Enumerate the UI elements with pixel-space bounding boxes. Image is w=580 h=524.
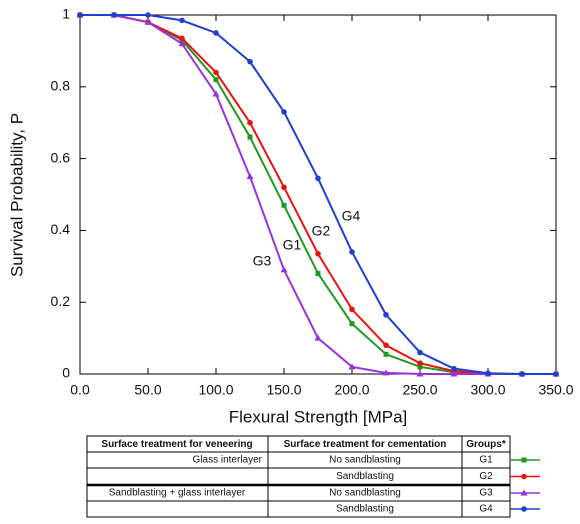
table-header: Surface treatment for veneering (101, 439, 252, 450)
y-tick-label: 0.2 (51, 293, 71, 309)
y-tick-label: 0 (62, 365, 70, 381)
marker (314, 334, 322, 341)
marker (416, 370, 424, 377)
y-tick-label: 0.4 (51, 221, 71, 237)
marker (246, 173, 254, 180)
marker (281, 184, 287, 191)
marker (213, 69, 219, 76)
legend-marker (520, 489, 528, 496)
y-tick-label: 0.8 (51, 78, 71, 94)
marker (179, 35, 185, 42)
marker (281, 202, 287, 208)
plot-frame (79, 14, 557, 375)
table-cell: Glass interlayer (193, 455, 263, 466)
marker (348, 363, 356, 370)
marker (349, 249, 355, 255)
marker (485, 370, 491, 377)
table-cell: No sandblasting (329, 488, 401, 499)
marker (77, 12, 83, 18)
marker (281, 109, 287, 115)
marker (213, 30, 219, 36)
annotation: G2 (312, 223, 331, 239)
marker (111, 12, 117, 18)
table-cell: Sandblasting (336, 504, 394, 515)
series-line (80, 14, 556, 375)
marker (417, 364, 423, 370)
legend-label: G2 (479, 471, 493, 482)
marker (417, 349, 423, 356)
x-axis-title: Flexural Strength [MPa] (229, 407, 408, 426)
table-cell: Sandblasting (336, 471, 394, 482)
x-tick-label: 250.0 (402, 382, 437, 398)
x-tick-label: 100.0 (198, 382, 233, 398)
marker (383, 351, 389, 357)
table-cell: Sandblasting + glass interlayer (109, 488, 246, 499)
y-tick-label: 1 (62, 6, 70, 22)
marker (144, 18, 152, 25)
marker (315, 270, 321, 276)
marker (315, 175, 321, 182)
x-tick-label: 50.0 (134, 382, 161, 398)
marker (145, 12, 151, 18)
marker (349, 306, 355, 313)
legend-marker (521, 506, 527, 512)
marker (247, 58, 253, 65)
x-tick-label: 150.0 (266, 382, 301, 398)
marker (178, 40, 186, 47)
table (86, 435, 511, 518)
marker (383, 311, 389, 318)
legend-marker (521, 473, 527, 480)
legend-marker (521, 457, 527, 463)
marker (212, 90, 220, 97)
marker (247, 119, 253, 126)
table-cell: No sandblasting (329, 455, 401, 466)
annotation: G1 (283, 237, 302, 253)
legend-label: G1 (479, 455, 493, 466)
table-header: Groups* (466, 439, 506, 450)
marker (179, 17, 185, 24)
series-line (80, 14, 556, 375)
marker (417, 360, 423, 367)
x-tick-label: 300.0 (470, 382, 505, 398)
marker (451, 365, 457, 372)
annotation: G4 (342, 208, 361, 224)
marker (280, 266, 288, 273)
legend-label: G4 (479, 504, 493, 515)
x-tick-label: 0.0 (70, 382, 90, 398)
legend-label: G3 (479, 488, 493, 499)
series-line (80, 14, 556, 375)
marker (349, 321, 355, 327)
annotation: G3 (253, 253, 272, 269)
series-line (80, 14, 556, 375)
marker (519, 371, 525, 377)
marker (213, 77, 219, 83)
marker (315, 250, 321, 257)
marker (553, 371, 559, 377)
y-axis-title: Survival Probability, P (7, 113, 26, 277)
marker (383, 342, 389, 349)
marker (450, 370, 458, 377)
marker (382, 369, 390, 376)
marker (247, 134, 253, 140)
x-tick-label: 350.0 (538, 382, 573, 398)
x-tick-label: 200.0 (334, 382, 369, 398)
y-tick-label: 0.6 (51, 149, 71, 165)
table-header: Surface treatment for cementation (284, 439, 447, 450)
